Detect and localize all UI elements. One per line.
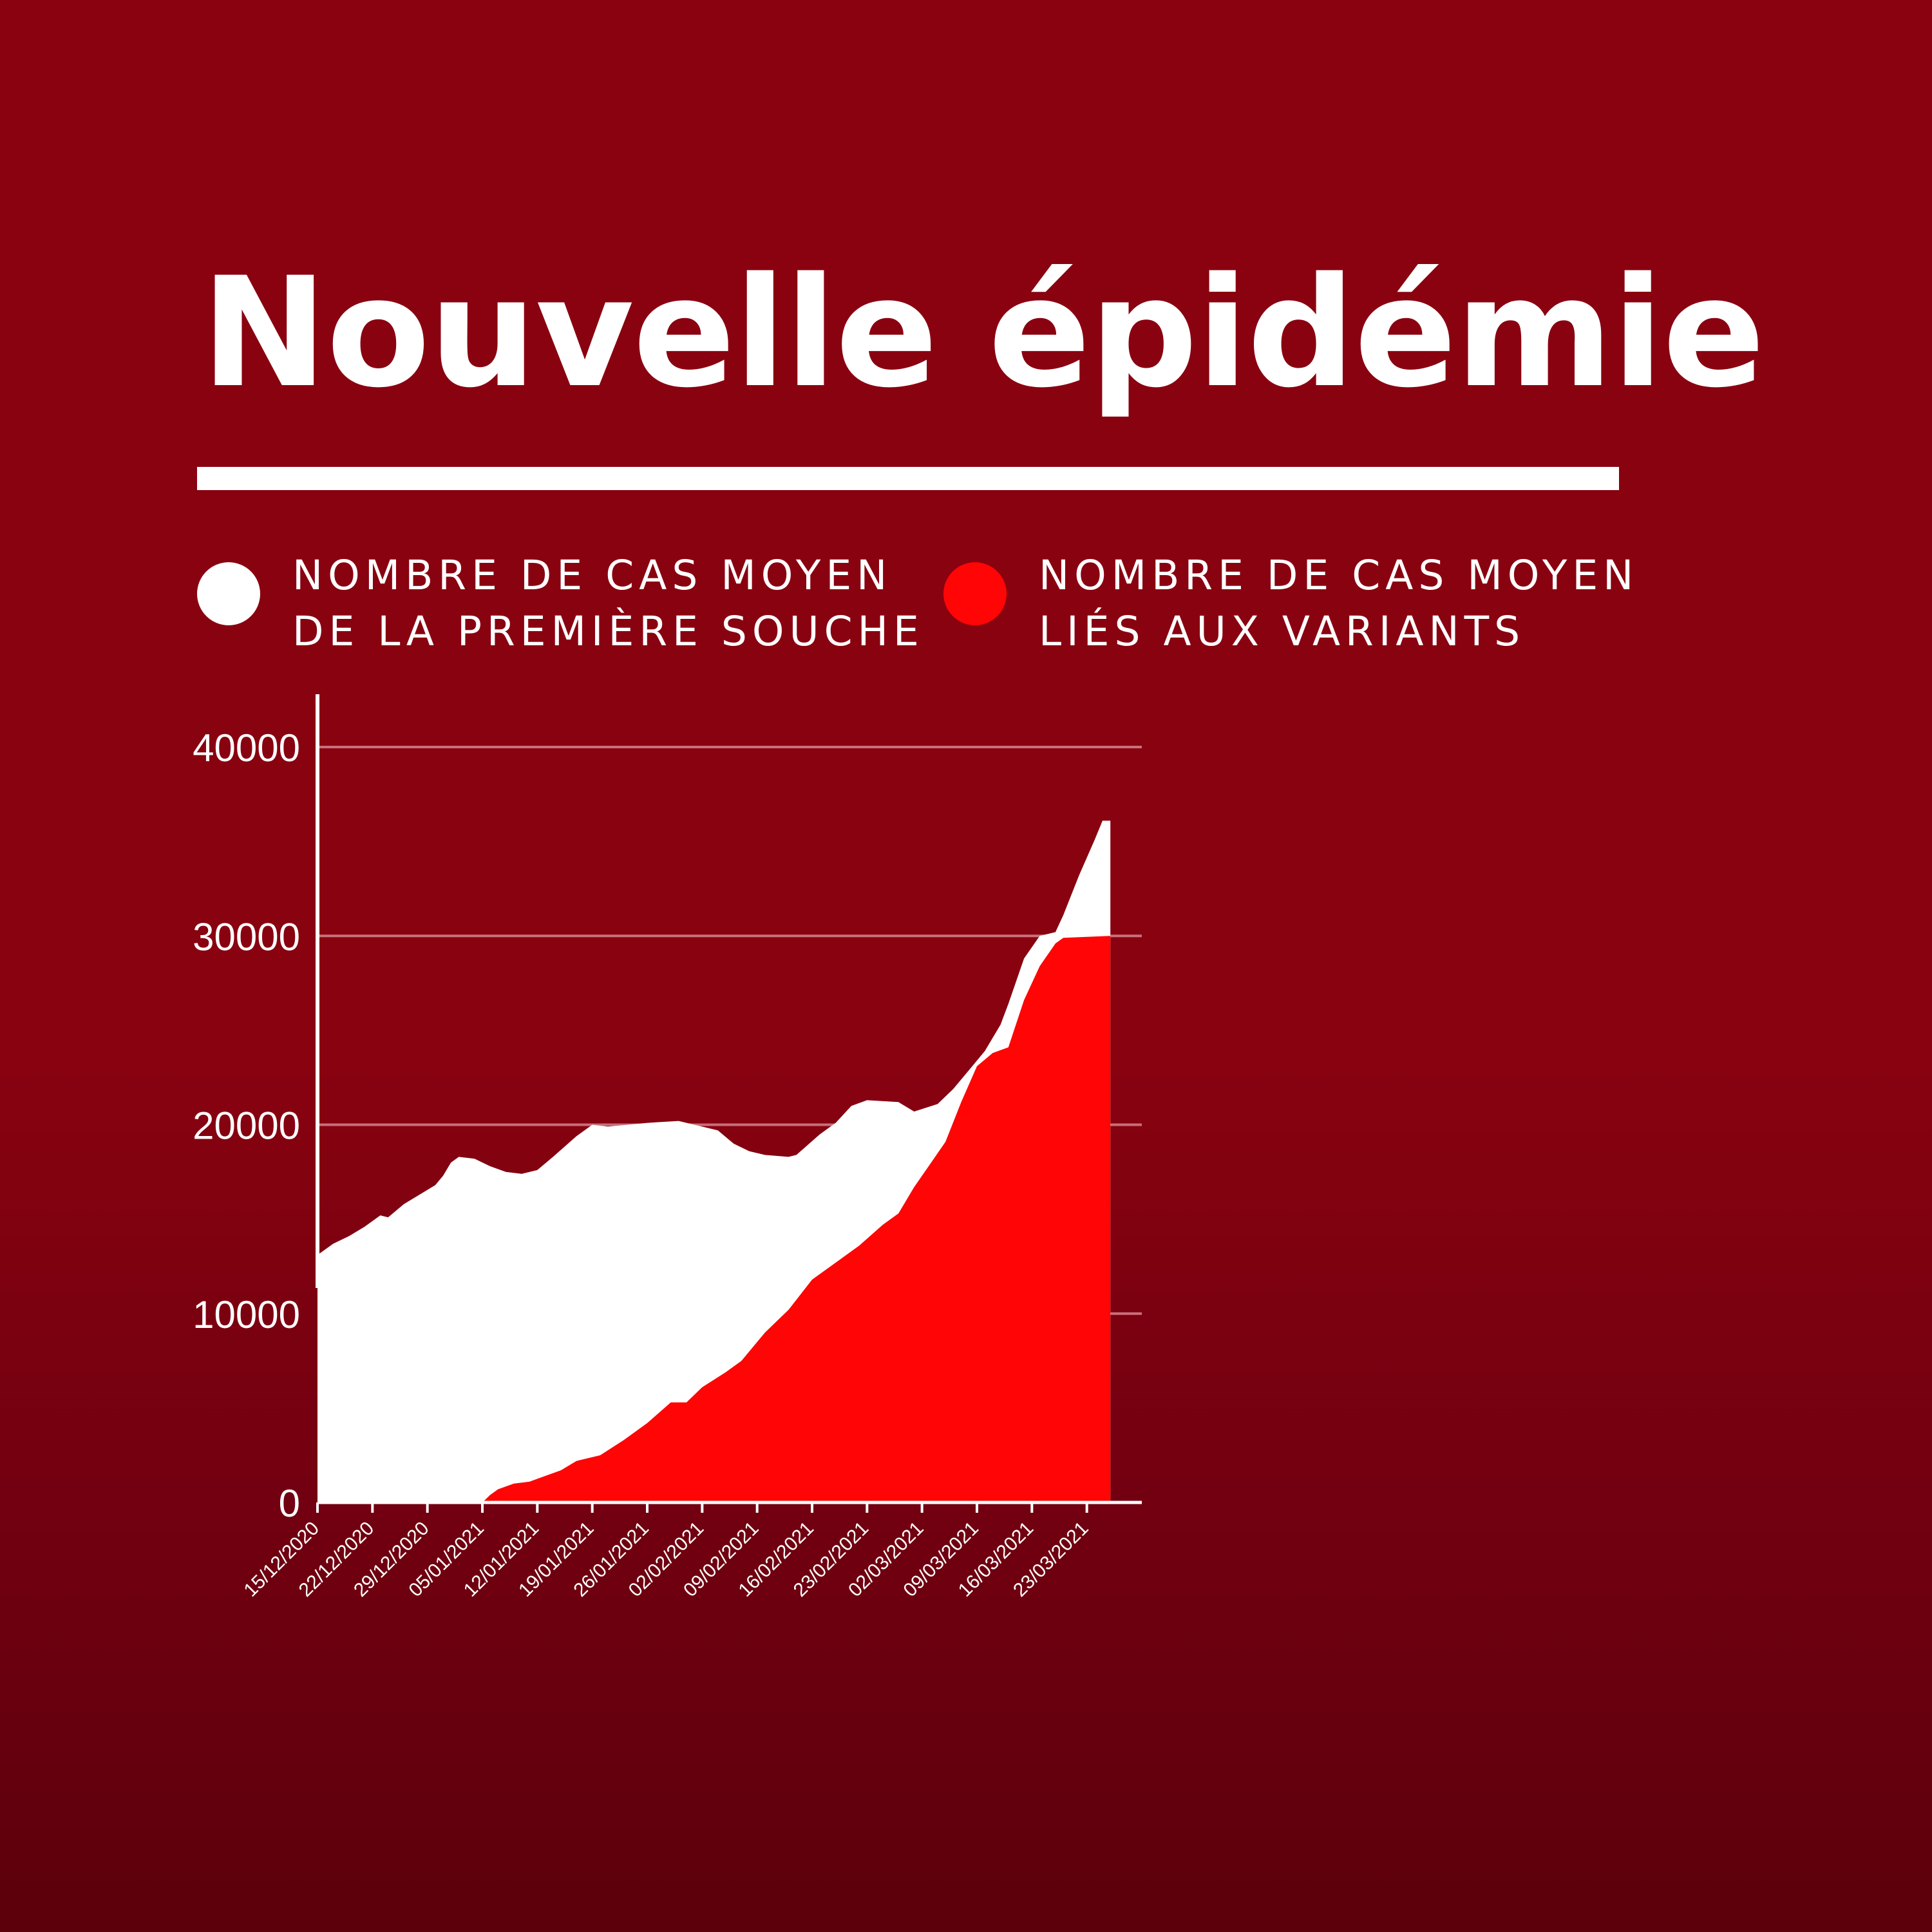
y-tick-label: 20000: [193, 1104, 300, 1148]
y-tick-label: 30000: [193, 915, 300, 958]
title-underline: [197, 467, 1619, 490]
legend-item-first-strain: NOMBRE DE CAS MOYEN DE LA PREMIÈRE SOUCH…: [197, 547, 924, 659]
y-tick-label: 10000: [193, 1293, 300, 1336]
legend-label-line: NOMBRE DE CAS MOYEN: [1039, 552, 1639, 599]
legend-label-line: DE LA PREMIÈRE SOUCHE: [292, 608, 924, 655]
area-variants: [482, 936, 1111, 1502]
legend-label-line: NOMBRE DE CAS MOYEN: [292, 552, 893, 599]
legend-item-variants: NOMBRE DE CAS MOYEN LIÉS AUX VARIANTS: [943, 547, 1638, 659]
legend-label-line: LIÉS AUX VARIANTS: [1039, 608, 1526, 655]
legend-swatch-red-dot: [943, 562, 1007, 625]
legend-label-first-strain: NOMBRE DE CAS MOYEN DE LA PREMIÈRE SOUCH…: [292, 547, 924, 659]
y-tick-label: 40000: [193, 726, 300, 770]
legend-swatch-white-dot: [197, 562, 260, 625]
chart-title: Nouvelle épidémie: [201, 245, 1765, 421]
y-tick-label: 0: [279, 1482, 300, 1525]
legend-label-variants: NOMBRE DE CAS MOYEN LIÉS AUX VARIANTS: [1039, 547, 1638, 659]
